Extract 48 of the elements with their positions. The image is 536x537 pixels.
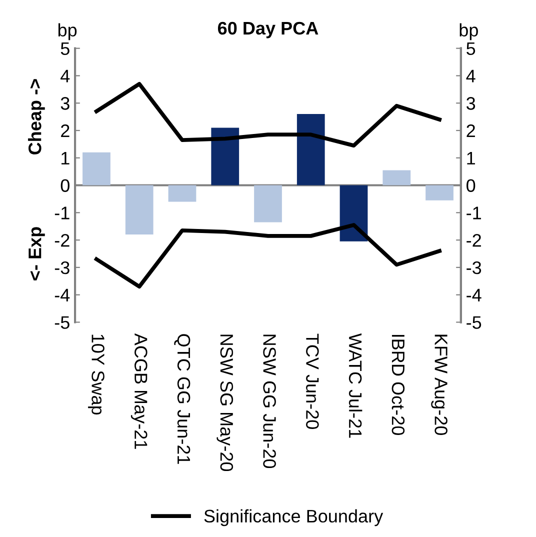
y-tick-label: 0	[60, 179, 70, 192]
y-tick-label: 3	[60, 97, 70, 110]
x-tick-label: KFW Aug-20	[431, 334, 448, 435]
y-tick-label: 4	[60, 70, 70, 82]
y2-tick-label: -4	[466, 288, 482, 302]
bar	[82, 152, 110, 186]
line-series	[94, 82, 442, 148]
text: Cheap ->	[28, 79, 45, 154]
legend-label: Significance Boundary	[204, 509, 384, 526]
y2-tick-label: -1	[466, 206, 481, 220]
y-tick-label: -3	[54, 261, 70, 274]
bar	[426, 185, 454, 200]
y-tick-label: 2	[61, 124, 70, 138]
y2-tick-label: 1	[467, 152, 475, 164]
y2-tick-label: 3	[466, 97, 476, 110]
y2-tick-label: 0	[466, 179, 476, 192]
bar	[340, 185, 368, 242]
x-tick-label: QTC GG Jun-21	[174, 334, 190, 464]
bar	[168, 185, 196, 202]
y-tick-label: -1	[54, 206, 70, 220]
y-axis-title: bp	[58, 23, 77, 40]
bar	[125, 185, 154, 235]
x-tick-label: TCV Jun-20	[306, 334, 319, 429]
line-series	[94, 223, 442, 289]
bar	[254, 185, 282, 222]
y2-tick-label: -3	[466, 261, 482, 274]
x-tick-label: NSW SG May-20	[216, 334, 234, 472]
y-tick-label: 1	[62, 152, 70, 164]
x-tick-label: ACGB May-21	[130, 333, 148, 449]
chart-title: 60 Day PCA	[218, 22, 318, 38]
bar	[382, 170, 411, 186]
bar	[296, 114, 325, 186]
x-tick-label: WATC Jul-21	[348, 333, 362, 438]
y-tick-label: -4	[54, 288, 70, 302]
y2-axis-title: bp	[460, 23, 478, 40]
bar	[211, 128, 240, 186]
text: <- Exp	[28, 227, 45, 280]
x-tick-label: IBRD Oct-20	[392, 334, 405, 435]
y2-tick-label: 4	[466, 70, 476, 82]
y2-tick-label: 5	[466, 42, 476, 56]
y-tick-label: -2	[54, 234, 70, 247]
x-tick-label: 10Y Swap	[88, 334, 104, 415]
y-tick-label: 5	[60, 42, 70, 56]
y2-tick-label: -2	[466, 234, 481, 247]
x-tick-label: NSW GG Jun-20	[263, 334, 276, 468]
y2-tick-label: 2	[466, 124, 475, 138]
y2-tick-label: -5	[466, 316, 482, 329]
y-tick-label: -5	[54, 316, 70, 329]
